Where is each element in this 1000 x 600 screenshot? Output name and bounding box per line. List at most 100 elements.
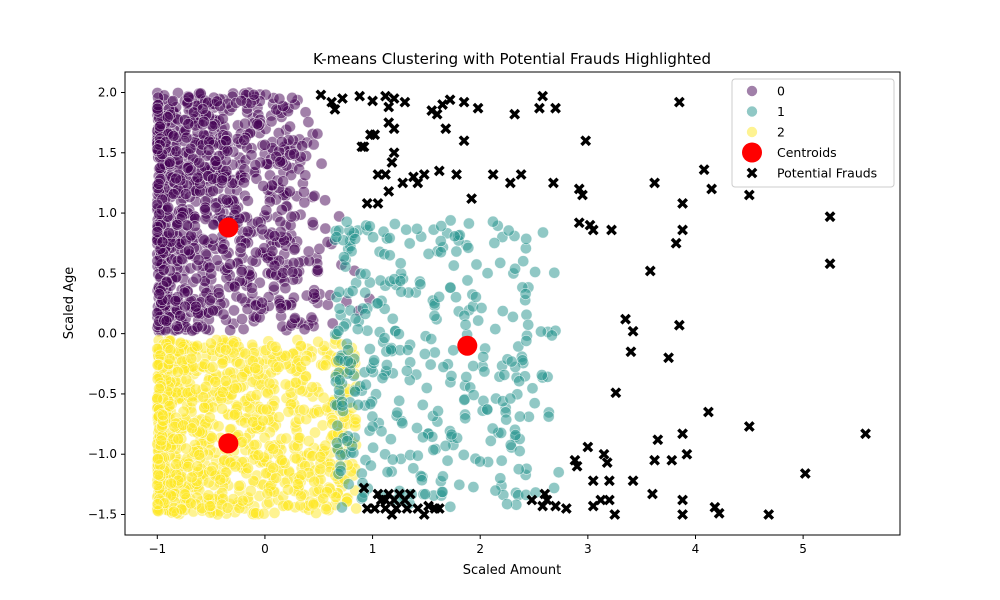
fraud-point [824,211,836,223]
cluster-1-point [460,371,473,383]
cluster-2-point [282,499,295,512]
cluster-2-point [275,454,288,467]
cluster-2-point [177,405,190,418]
fraud-point [534,102,545,114]
fraud-point [369,503,381,514]
fraud-point [582,441,594,453]
cluster-2-point [180,442,192,455]
cluster-0-point [268,259,281,272]
cluster-0-point [163,227,175,239]
cluster-0-point [298,323,311,336]
cluster-0-point [151,143,164,156]
cluster-0-point [308,189,321,202]
cluster-2-point [164,489,177,502]
cluster-1-point [333,374,346,387]
cluster-1-point [361,324,374,337]
cluster-2-point [314,463,327,476]
cluster-1-point [342,343,354,356]
cluster-0-point [257,180,270,192]
cluster-1-point [453,478,466,491]
fraud-point [329,103,341,115]
cluster-2-point [214,473,227,486]
cluster-1-point [434,246,447,259]
fraud-point [649,454,660,466]
cluster-1-point [496,305,509,317]
cluster-1-point [351,323,364,335]
cluster-0-point [289,312,301,324]
cluster-1-point [388,218,401,230]
fraud-point [649,177,660,189]
fraud-point [458,135,470,147]
cluster-2-point [320,503,332,516]
fraud-point [824,258,836,270]
cluster-1-point [333,384,345,396]
cluster-0-point [319,194,331,207]
cluster-1-point [334,449,347,462]
cluster-0-point [216,174,229,187]
cluster-0-point [198,234,211,247]
cluster-0-point [247,88,260,101]
legend-label: Centroids [777,145,837,160]
cluster-0-point [275,203,288,216]
cluster-2-point [309,426,321,439]
fraud-point [356,141,368,153]
cluster-0-point [203,261,216,274]
cluster-2-point [151,392,164,405]
cluster-1-point [376,372,389,384]
fraud-point [451,169,462,180]
cluster-1-point [444,214,457,227]
fraud-point [386,509,398,520]
fraud-point [433,503,445,514]
cluster-1-point [424,358,437,371]
cluster-1-point [504,392,517,405]
cluster-2-point [272,361,285,374]
cluster-0-point [184,142,197,155]
cluster-1-point [419,488,432,501]
cluster-1-point [342,478,355,491]
fraud-point [743,421,755,432]
fraud-point [380,90,391,102]
cluster-2-point [295,490,307,502]
cluster-1-point [474,455,486,468]
cluster-2-point [202,489,215,502]
cluster-0-point [238,117,251,130]
cluster-1-point [494,472,507,485]
cluster-1-point [469,291,482,303]
cluster-1-point [520,308,533,321]
fraud-point [587,224,599,236]
fraud-point [326,96,338,108]
cluster-0-point [256,223,268,236]
fraud-point [515,169,527,180]
cluster-1-point [432,405,444,417]
cluster-2-point [185,422,198,435]
cluster-0-point [189,300,202,313]
cluster-2-point [171,365,184,378]
cluster-1-point [537,226,549,239]
centroid-point [218,433,239,454]
cluster-2-point [163,353,176,366]
cluster-0-point [315,157,328,170]
plot-area-frame [124,71,901,536]
cluster-0-point [178,300,191,313]
cluster-1-point [330,231,343,243]
fraud-point [354,90,366,102]
cluster-1-point [459,318,472,331]
cluster-2-point [156,409,169,422]
fraud-point [743,189,755,201]
cluster-0-point [286,92,298,104]
cluster-0-point [277,175,289,188]
cluster-1-point [331,436,343,449]
y-tick-label: −1.0 [88,447,117,461]
cluster-1-point [487,215,499,228]
cluster-0-point [179,188,192,200]
cluster-2-point [193,448,206,461]
cluster-1-point [509,429,522,441]
cluster-1-point [386,312,399,325]
cluster-1-point [529,266,541,278]
cluster-1-point [520,232,533,245]
legend-marker-cluster-2 [746,126,758,138]
cluster-2-point [191,339,204,352]
cluster-1-point [411,222,423,235]
fraud-point [358,482,370,494]
cluster-2-point [256,414,269,427]
